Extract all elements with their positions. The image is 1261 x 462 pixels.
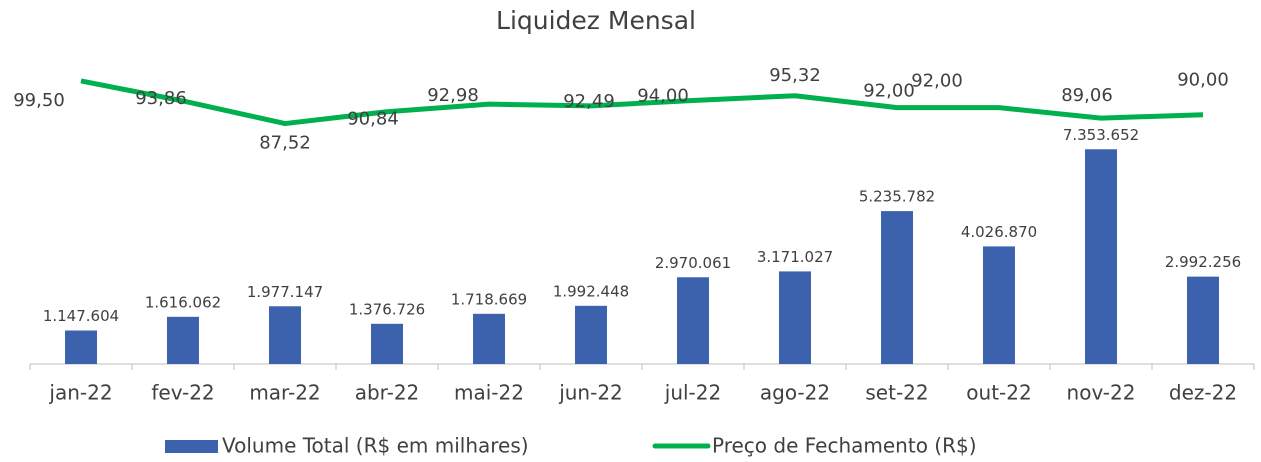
bar-value-label: 2.970.061 [655, 254, 731, 272]
bar [677, 277, 709, 364]
bar-value-label: 7.353.652 [1063, 126, 1139, 144]
line-value-label: 92,98 [427, 85, 479, 106]
line-value-label: 99,50 [13, 90, 65, 111]
x-tick-label: abr-22 [355, 381, 420, 405]
bar [167, 316, 199, 364]
x-tick-label: nov-22 [1067, 381, 1136, 405]
legend-swatch [165, 440, 218, 453]
x-tick-label: ago-22 [760, 381, 830, 405]
bar-value-label: 1.977.147 [247, 283, 323, 301]
line-value-label: 87,52 [259, 133, 311, 154]
x-tick-label: jul-22 [664, 381, 721, 405]
bar [65, 330, 97, 364]
x-tick-label: out-22 [966, 381, 1031, 405]
bar-value-label: 4.026.870 [961, 223, 1037, 241]
bar [881, 211, 913, 364]
x-tick-label: mai-22 [454, 381, 524, 405]
bar [473, 313, 505, 364]
line-value-label: 92,49 [563, 91, 615, 112]
bar-value-label: 1.992.448 [553, 282, 629, 300]
bar [779, 271, 811, 364]
x-tick-label: jan-22 [48, 381, 112, 405]
bar [371, 323, 403, 364]
line-value-label: 92,00 [863, 81, 915, 102]
bar [1085, 149, 1117, 364]
line-value-label: 90,00 [1177, 70, 1229, 91]
line-value-label: 94,00 [637, 85, 689, 106]
bar-value-label: 2.992.256 [1165, 253, 1241, 271]
legend-label: Preço de Fechamento (R$) [712, 434, 977, 458]
bar-value-label: 1.376.726 [349, 300, 425, 318]
bar [983, 246, 1015, 364]
line-value-label: 90,84 [347, 109, 399, 130]
line-value-label: 93,86 [135, 88, 187, 109]
bar-value-label: 3.171.027 [757, 248, 833, 266]
bar-value-label: 1.718.669 [451, 290, 527, 308]
bar [575, 305, 607, 364]
x-tick-label: jun-22 [558, 381, 623, 405]
bar [269, 306, 301, 364]
legend-label: Volume Total (R$ em milhares) [222, 434, 529, 458]
line-value-label: 95,32 [769, 65, 821, 86]
x-tick-label: set-22 [865, 381, 928, 405]
x-tick-label: fev-22 [151, 381, 214, 405]
bar-value-label: 5.235.782 [859, 188, 935, 206]
x-tick-label: mar-22 [249, 381, 320, 405]
bar [1187, 276, 1219, 364]
chart-title: Liquidez Mensal [496, 6, 696, 35]
line [80, 78, 1204, 127]
line-value-label: 89,06 [1061, 85, 1113, 106]
line-value-label: 92,00 [911, 71, 963, 92]
bar-value-label: 1.147.604 [43, 307, 119, 325]
bar-value-label: 1.616.062 [145, 293, 221, 311]
x-tick-label: dez-22 [1169, 381, 1237, 405]
